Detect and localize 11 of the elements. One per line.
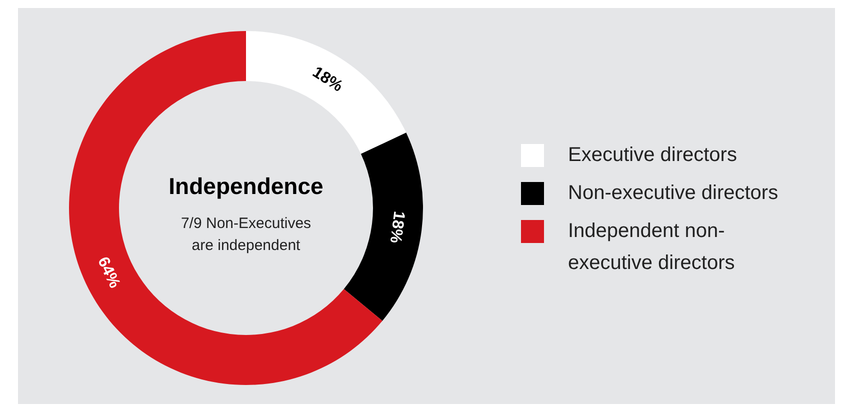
text: 7/9 Non-Executives are independent: [180, 215, 312, 254]
legend-label: Non-executive directors: [568, 182, 778, 204]
data-label: 18%: [309, 64, 346, 96]
data-label: 18%: [386, 210, 408, 244]
donut-slice: [69, 31, 382, 385]
donut-slice: [344, 132, 423, 321]
donut-slice: [246, 31, 406, 154]
data-label: 64%: [94, 254, 123, 291]
text: Independence: [168, 173, 324, 199]
legend-label: Executive directors: [568, 144, 737, 166]
legend-label: Independent non-executive directors: [568, 220, 735, 274]
